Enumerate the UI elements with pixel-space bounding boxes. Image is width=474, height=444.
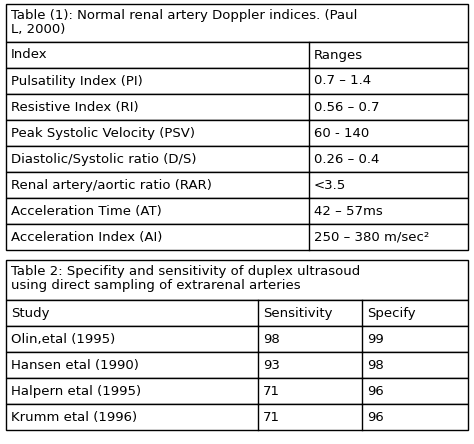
Bar — [6, 198, 468, 224]
Bar — [6, 120, 468, 146]
Text: 71: 71 — [263, 385, 280, 397]
Text: 99: 99 — [367, 333, 383, 345]
Text: Table (1): Normal renal artery Doppler indices. (Paul: Table (1): Normal renal artery Doppler i… — [11, 9, 357, 22]
Bar — [6, 404, 468, 430]
Text: 0.7 – 1.4: 0.7 – 1.4 — [314, 75, 371, 87]
Text: Study: Study — [11, 306, 49, 320]
Text: 71: 71 — [263, 411, 280, 424]
Text: <3.5: <3.5 — [314, 178, 346, 191]
Text: Resistive Index (RI): Resistive Index (RI) — [11, 100, 138, 114]
Text: Peak Systolic Velocity (PSV): Peak Systolic Velocity (PSV) — [11, 127, 195, 139]
Text: Acceleration Time (AT): Acceleration Time (AT) — [11, 205, 162, 218]
Text: Acceleration Index (AI): Acceleration Index (AI) — [11, 230, 163, 243]
Text: 60 - 140: 60 - 140 — [314, 127, 369, 139]
Text: 98: 98 — [367, 358, 383, 372]
Bar — [6, 4, 468, 42]
Bar — [6, 378, 468, 404]
Bar — [6, 172, 468, 198]
Text: Hansen etal (1990): Hansen etal (1990) — [11, 358, 139, 372]
Text: 98: 98 — [263, 333, 280, 345]
Text: 0.56 – 0.7: 0.56 – 0.7 — [314, 100, 379, 114]
Text: 42 – 57ms: 42 – 57ms — [314, 205, 383, 218]
Text: 0.26 – 0.4: 0.26 – 0.4 — [314, 152, 379, 166]
Text: Diastolic/Systolic ratio (D/S): Diastolic/Systolic ratio (D/S) — [11, 152, 197, 166]
Text: Specify: Specify — [367, 306, 415, 320]
Bar — [6, 42, 468, 68]
Text: Pulsatility Index (PI): Pulsatility Index (PI) — [11, 75, 143, 87]
Bar — [6, 300, 468, 326]
Bar — [6, 94, 468, 120]
Bar — [6, 146, 468, 172]
Bar — [6, 326, 468, 352]
Text: 250 – 380 m/sec²: 250 – 380 m/sec² — [314, 230, 429, 243]
Text: Table 2: Specifity and sensitivity of duplex ultrasoud: Table 2: Specifity and sensitivity of du… — [11, 265, 360, 278]
Text: Olin,etal (1995): Olin,etal (1995) — [11, 333, 115, 345]
Text: Halpern etal (1995): Halpern etal (1995) — [11, 385, 141, 397]
Text: 96: 96 — [367, 411, 383, 424]
Bar — [6, 224, 468, 250]
Text: Ranges: Ranges — [314, 48, 363, 62]
Bar — [6, 352, 468, 378]
Text: L, 2000): L, 2000) — [11, 23, 65, 36]
Text: 93: 93 — [263, 358, 280, 372]
Bar — [6, 68, 468, 94]
Text: Sensitivity: Sensitivity — [263, 306, 332, 320]
Text: Krumm etal (1996): Krumm etal (1996) — [11, 411, 137, 424]
Text: using direct sampling of extrarenal arteries: using direct sampling of extrarenal arte… — [11, 279, 301, 292]
Text: 96: 96 — [367, 385, 383, 397]
Text: Renal artery/aortic ratio (RAR): Renal artery/aortic ratio (RAR) — [11, 178, 212, 191]
Text: Index: Index — [11, 48, 47, 62]
Bar — [6, 260, 468, 300]
